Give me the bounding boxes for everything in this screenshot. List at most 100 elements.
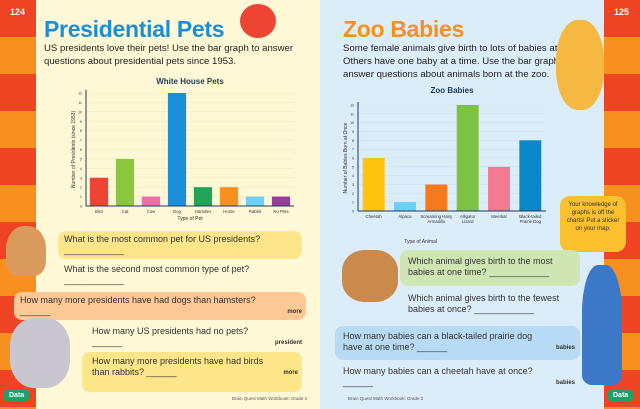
y-tick-label: 11 bbox=[78, 101, 82, 105]
x-tick-label: Bird bbox=[95, 209, 103, 214]
cheetah-illustration bbox=[556, 20, 604, 110]
y-tick-label: 4 bbox=[80, 167, 82, 171]
question-1: Which animal gives birth to the most bab… bbox=[408, 256, 553, 277]
child-illustration bbox=[582, 265, 622, 385]
y-tick-label: 7 bbox=[80, 139, 82, 143]
y-tick-label: 5 bbox=[80, 157, 82, 161]
answer-unit: babies bbox=[555, 345, 575, 351]
x-axis-label: Type of Pet bbox=[177, 216, 203, 222]
question-box bbox=[14, 292, 306, 320]
bar-dog bbox=[167, 93, 187, 206]
y-tick-label: 5 bbox=[352, 165, 354, 169]
intro-text: US presidents love their pets! Use the b… bbox=[44, 43, 294, 67]
x-axis-label: Type of Animal bbox=[404, 239, 437, 245]
y-tick-label: 3 bbox=[80, 176, 82, 180]
y-tick-label: 8 bbox=[80, 129, 82, 133]
y-tick-label: 10 bbox=[350, 121, 354, 125]
y-tick-label: 12 bbox=[78, 92, 82, 96]
intro-text: Some female animals give birth to lots o… bbox=[343, 43, 584, 80]
x-tick-label: Hamster bbox=[195, 209, 212, 214]
x-tick-label: Alligator bbox=[460, 214, 476, 219]
bar-cow bbox=[141, 196, 161, 206]
answer-unit: president bbox=[274, 340, 302, 346]
question-5-row: How many more presidents have had birds … bbox=[92, 356, 298, 378]
footer: Brain Quest Math Workbook: Grade 2 bbox=[232, 396, 308, 401]
bar-rabbit bbox=[245, 196, 265, 206]
y-axis-label: Number of Babies Born at Once bbox=[343, 122, 349, 193]
question-3: How many babies can a black-tailed prair… bbox=[343, 331, 533, 352]
y-tick-label: 2 bbox=[352, 192, 354, 196]
answer-unit: more bbox=[287, 309, 302, 315]
speech-bubble-text: Your knowledge of graphs is off the char… bbox=[566, 202, 620, 232]
question-3: How many more presidents have had dogs t… bbox=[20, 295, 256, 316]
question-box bbox=[82, 352, 302, 392]
question-4: How many US presidents had no pets? ____… bbox=[92, 326, 249, 347]
bar-bird bbox=[89, 177, 109, 206]
x-tick-label: Horse bbox=[223, 209, 235, 214]
y-tick-label: 1 bbox=[80, 195, 82, 199]
chart-title: Zoo Babies bbox=[430, 86, 474, 95]
chart-title: White House Pets bbox=[156, 77, 224, 86]
answer-unit: babies bbox=[555, 380, 575, 386]
y-tick-label: 7 bbox=[352, 148, 354, 152]
y-tick-label: 0 bbox=[80, 205, 82, 209]
x-tick-label: Rabbit bbox=[249, 209, 262, 214]
y-tick-label: 1 bbox=[352, 201, 354, 205]
bar-no-pets bbox=[271, 196, 291, 206]
footer: Brain Quest Math Workbook: Grade 2 bbox=[348, 396, 424, 401]
question-box bbox=[58, 231, 302, 259]
hamster-illustration bbox=[6, 226, 46, 276]
question-4-row: How many babies can a cheetah have at on… bbox=[343, 366, 575, 388]
question-5: How many more presidents have had birds … bbox=[92, 356, 264, 377]
meerkat-illustration bbox=[342, 250, 398, 302]
x-tick-label: No Pets bbox=[273, 209, 288, 214]
y-axis-label: Number of Presidents (since 1953) bbox=[71, 111, 77, 189]
y-tick-label: 6 bbox=[352, 157, 354, 161]
y-tick-label: 11 bbox=[350, 112, 354, 116]
question-4: How many babies can a cheetah have at on… bbox=[343, 366, 533, 387]
x-tick-label: Cheetah bbox=[366, 214, 383, 219]
x-tick-label: Alpaca bbox=[398, 214, 412, 219]
y-tick-label: 2 bbox=[80, 186, 82, 190]
x-tick-label: Prairie Dog bbox=[520, 219, 542, 224]
y-tick-label: 6 bbox=[80, 148, 82, 152]
y-tick-label: 3 bbox=[352, 183, 354, 187]
x-tick-label: Meerkat bbox=[491, 214, 507, 219]
page-title: Presidential Pets bbox=[44, 16, 225, 42]
y-tick-label: 12 bbox=[350, 104, 354, 108]
answer-unit: more bbox=[283, 370, 298, 376]
question-box bbox=[400, 250, 580, 286]
question-2: Which animal gives birth to the fewest b… bbox=[408, 293, 560, 314]
x-tick-label: Screaming Hairy bbox=[420, 214, 453, 219]
rabbit-illustration bbox=[10, 318, 70, 388]
y-tick-label: 0 bbox=[352, 210, 354, 214]
x-tick-label: Lizard bbox=[462, 219, 474, 224]
x-tick-label: Dog bbox=[173, 209, 181, 214]
bar-cat bbox=[115, 158, 135, 206]
y-tick-label: 8 bbox=[352, 139, 354, 143]
bird-illustration bbox=[240, 4, 276, 38]
y-tick-label: 10 bbox=[78, 110, 82, 114]
question-1: What is the most common pet for US presi… bbox=[64, 234, 261, 255]
x-tick-label: Cat bbox=[122, 209, 129, 214]
page-number: 125 bbox=[614, 7, 630, 17]
bar-hamster bbox=[193, 187, 213, 206]
bar-meerkat bbox=[488, 166, 510, 211]
page-title: Zoo Babies bbox=[343, 16, 464, 42]
x-tick-label: Armadillo bbox=[427, 219, 446, 224]
section-tab: Data bbox=[608, 389, 634, 402]
page-number: 124 bbox=[10, 7, 26, 17]
bar-alligator-lizard bbox=[456, 105, 479, 211]
bar-horse bbox=[219, 187, 239, 206]
bar-screaming-hairy-armadillo bbox=[425, 184, 448, 211]
y-tick-label: 4 bbox=[352, 174, 354, 178]
section-tab: Data bbox=[4, 389, 30, 402]
x-tick-label: Cow bbox=[147, 209, 156, 214]
question-box bbox=[335, 326, 580, 360]
speech-bubble bbox=[560, 196, 626, 252]
question-3-row: How many more presidents have had dogs t… bbox=[20, 295, 302, 317]
y-tick-label: 9 bbox=[352, 130, 354, 134]
x-tick-label: Black-tailed bbox=[519, 214, 542, 219]
